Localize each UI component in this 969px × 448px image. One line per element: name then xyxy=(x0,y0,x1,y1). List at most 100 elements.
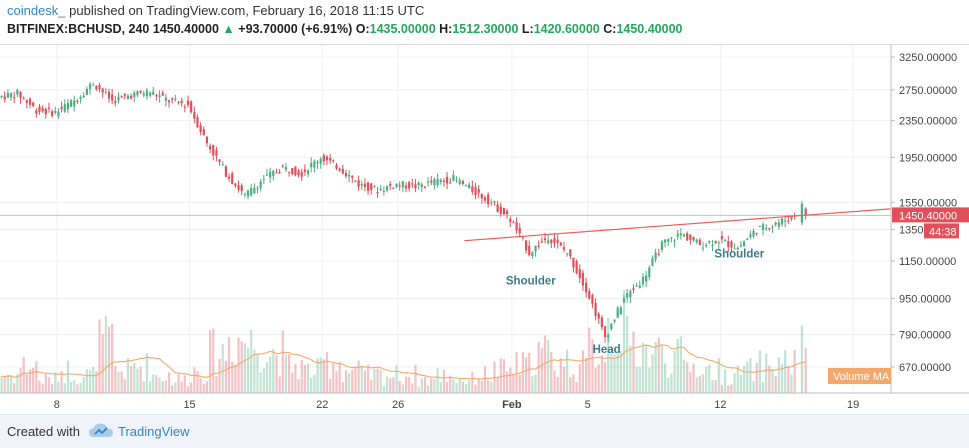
candle-body xyxy=(588,291,591,299)
volume-bar xyxy=(227,337,231,393)
candle xyxy=(186,95,190,108)
low-value: 1420.60000 xyxy=(533,22,600,36)
candle-body xyxy=(404,185,408,189)
volume-bar xyxy=(278,376,281,393)
volume-bar xyxy=(111,323,114,393)
candle-body xyxy=(243,193,246,195)
countdown-label: 44:38 xyxy=(929,226,957,238)
volume-bar xyxy=(171,385,174,393)
volume-ma-label: Volume MA xyxy=(833,371,890,383)
candle-body xyxy=(550,240,553,244)
tradingview-link[interactable]: TradingView xyxy=(118,424,190,439)
candle-body xyxy=(742,241,746,247)
candle-body xyxy=(581,272,585,286)
volume-bar xyxy=(300,359,303,393)
candle-body xyxy=(629,290,632,298)
candle-body xyxy=(717,242,720,244)
candle-body xyxy=(468,184,471,189)
y-tick-label: 1550.00000 xyxy=(899,197,957,209)
candle-body xyxy=(19,92,22,98)
candle-body xyxy=(455,179,458,181)
volume-bar xyxy=(433,378,436,393)
candle xyxy=(711,239,714,252)
volume-bar xyxy=(148,381,152,393)
candle-body xyxy=(449,182,452,184)
candle xyxy=(199,122,202,136)
candle xyxy=(480,193,483,204)
candle xyxy=(322,153,325,166)
candle-body xyxy=(164,97,167,101)
candle xyxy=(800,201,804,226)
candle-body xyxy=(739,245,743,247)
tradingview-cloud-icon[interactable] xyxy=(88,422,114,445)
chart-area[interactable]: Shoulder Head Shoulder 3250.00000 2750.0000… xyxy=(0,44,969,414)
candle-body xyxy=(765,228,768,230)
volume-bar xyxy=(104,315,107,393)
candle-body xyxy=(528,246,531,256)
candle xyxy=(572,257,575,273)
author-link[interactable]: coindesk_ xyxy=(7,3,66,18)
volume-bar xyxy=(622,290,626,393)
y-tick-label: 1150.00000 xyxy=(899,256,956,268)
volume-bar xyxy=(76,384,79,393)
candle-body xyxy=(720,236,724,240)
candle xyxy=(692,236,695,242)
candle xyxy=(389,181,392,191)
volume-bar xyxy=(692,363,695,393)
volume-bar xyxy=(130,366,133,393)
candle xyxy=(468,181,471,190)
candle xyxy=(32,101,35,108)
candle xyxy=(123,93,126,100)
y-tick-label: 670.00000 xyxy=(899,362,951,374)
volume-bar xyxy=(253,349,256,393)
candle xyxy=(193,106,196,124)
volume-bar xyxy=(322,359,325,393)
candle xyxy=(363,178,367,192)
candle-body xyxy=(221,164,224,166)
candle-body xyxy=(784,220,787,222)
candle xyxy=(768,227,771,232)
candle-body xyxy=(518,227,521,234)
candle-body xyxy=(348,175,351,177)
volume-bar xyxy=(218,358,221,393)
candle xyxy=(550,239,553,248)
volume-bar xyxy=(0,376,3,393)
volume-bar xyxy=(161,381,164,393)
candle xyxy=(439,178,442,185)
candle xyxy=(382,186,385,196)
volume-bar xyxy=(398,381,401,393)
candle-body xyxy=(35,110,38,114)
candle-body xyxy=(186,100,190,106)
candle-body xyxy=(218,159,221,163)
volume-bar xyxy=(730,384,733,393)
candle xyxy=(499,202,502,217)
candle-body xyxy=(622,298,626,303)
candle-body xyxy=(259,181,262,189)
candle xyxy=(581,270,585,291)
candle xyxy=(319,156,322,169)
candle-body xyxy=(695,239,698,243)
volume-bar xyxy=(506,371,509,393)
volume-bar xyxy=(63,383,66,393)
candle-body xyxy=(445,176,449,184)
candle-body xyxy=(136,91,139,96)
volume-bar xyxy=(461,381,464,393)
volume-bar xyxy=(60,371,63,393)
candle xyxy=(351,175,354,184)
candle xyxy=(515,217,518,235)
candle xyxy=(54,106,57,115)
volume-bar xyxy=(793,349,796,393)
volume-bar xyxy=(319,357,322,393)
neckline-trendline xyxy=(464,208,892,242)
candle xyxy=(38,103,41,115)
volume-bar xyxy=(714,379,717,393)
volume-bar xyxy=(471,371,474,393)
candle-body xyxy=(414,184,417,189)
candle-body xyxy=(76,100,79,102)
volume-bar xyxy=(101,333,104,393)
volume-bar xyxy=(616,353,619,393)
candle xyxy=(679,228,682,240)
candle xyxy=(104,87,107,95)
price-chart[interactable]: Shoulder Head Shoulder 3250.00000 2750.0000… xyxy=(0,45,969,415)
candle xyxy=(385,185,389,193)
